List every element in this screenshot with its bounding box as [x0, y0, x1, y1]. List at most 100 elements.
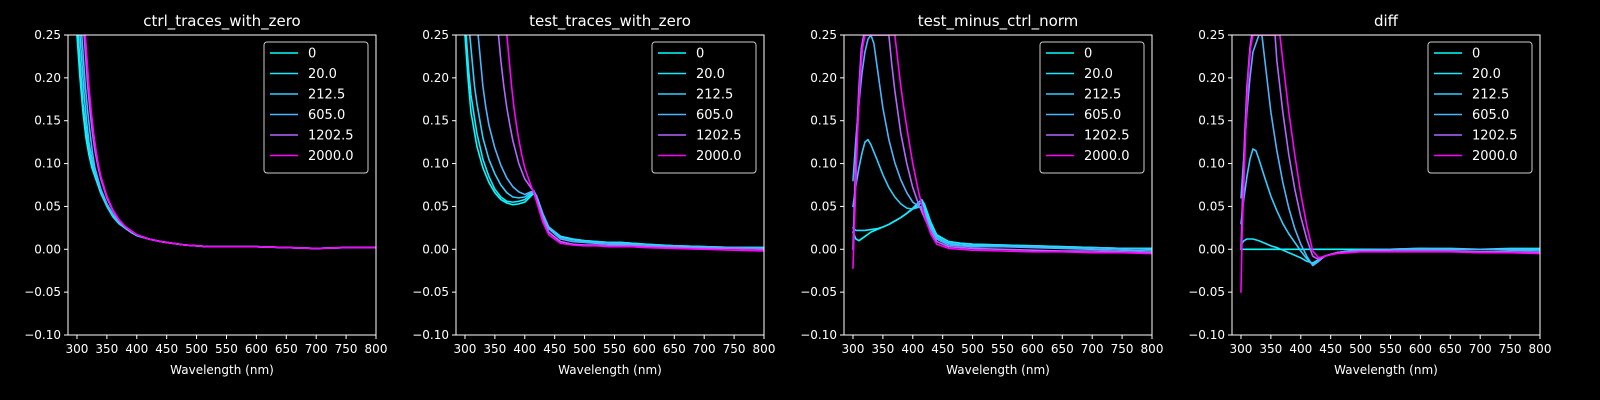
legend-entry: 1202.5 [696, 129, 742, 144]
legend-box [263, 41, 369, 174]
x-tick-label: 800 [365, 342, 388, 356]
x-axis-label: Wavelength (nm) [558, 363, 662, 377]
x-tick-label: 500 [185, 342, 208, 356]
legend: 0 20.0 212.5 605.0 1202.5 2000.0 [1427, 41, 1533, 174]
series-group [852, 35, 1152, 269]
y-tick-label: 0.00 [34, 242, 61, 256]
x-tick-label: 350 [1259, 342, 1282, 356]
x-tick-label: 450 [931, 342, 954, 356]
y-tick-label: −0.05 [1188, 285, 1225, 299]
y-tick-label: 0.05 [34, 199, 61, 213]
y-tick-label: 0.05 [810, 199, 837, 213]
chart-title: diff [1374, 12, 1399, 30]
legend-entry: 20.0 [696, 67, 725, 82]
x-tick-label: 400 [513, 342, 536, 356]
legend-entry: 1202.5 [1472, 129, 1518, 144]
y-tick-label: −0.05 [24, 285, 61, 299]
x-tick-label: 650 [1439, 342, 1462, 356]
y-tick-label: −0.10 [800, 328, 837, 342]
y-tick-label: 0.25 [422, 28, 449, 42]
series-line-5 [852, 35, 1152, 254]
y-tick-label: −0.05 [412, 285, 449, 299]
legend-entry: 20.0 [1472, 67, 1501, 82]
x-tick-label: 300 [1230, 342, 1253, 356]
axes-frame [67, 34, 377, 336]
series-line-4 [852, 35, 1152, 252]
legend-entry: 605.0 [1472, 108, 1509, 123]
x-tick-label: 450 [543, 342, 566, 356]
legend-entry: 605.0 [1084, 108, 1121, 123]
legend-entry: 212.5 [696, 88, 733, 103]
x-axis-label: Wavelength (nm) [170, 363, 274, 377]
y-tick-label: 0.20 [1198, 71, 1225, 85]
y-tick-label: 0.15 [422, 114, 449, 128]
legend-box [651, 41, 757, 174]
x-tick-label: 450 [1319, 342, 1342, 356]
legend-entry: 605.0 [696, 108, 733, 123]
x-tick-label: 700 [1081, 342, 1104, 356]
x-tick-label: 800 [1141, 342, 1164, 356]
legend-box [1039, 41, 1145, 174]
legend-entry: 212.5 [1084, 88, 1121, 103]
legend-entry: 1202.5 [308, 129, 354, 144]
chart-panel-2: 300 350 400 450 500 550 600 650 700 750 800 −0.10 −0… [412, 12, 775, 377]
x-tick-label: 300 [842, 342, 865, 356]
y-tick-label: 0.10 [422, 157, 449, 171]
y-tick-label: 0.00 [422, 242, 449, 256]
x-tick-label: 350 [871, 342, 894, 356]
axes-frame [843, 34, 1153, 336]
legend-entry: 212.5 [308, 88, 345, 103]
legend-entry: 2000.0 [1472, 149, 1518, 164]
y-tick-label: 0.05 [422, 199, 449, 213]
x-tick-label: 600 [633, 342, 656, 356]
chart-panel-4: 300 350 400 450 500 550 600 650 700 750 800 −0.10 −0… [1188, 12, 1551, 377]
x-tick-label: 700 [305, 342, 328, 356]
x-tick-label: 500 [573, 342, 596, 356]
series-group [1240, 35, 1540, 293]
x-tick-label: 400 [901, 342, 924, 356]
legend-box [1427, 41, 1533, 174]
series-line-4 [477, 35, 764, 250]
x-tick-label: 300 [454, 342, 477, 356]
y-tick-label: 0.25 [810, 28, 837, 42]
x-tick-label: 750 [1111, 342, 1134, 356]
y-tick-label: 0.05 [1198, 199, 1225, 213]
x-tick-label: 800 [753, 342, 776, 356]
x-tick-label: 350 [95, 342, 118, 356]
series-line-6 [506, 35, 764, 252]
x-tick-label: 450 [155, 342, 178, 356]
x-tick-label: 650 [663, 342, 686, 356]
x-tick-label: 750 [1499, 342, 1522, 356]
legend-entry: 0 [1472, 47, 1480, 62]
x-tick-label: 500 [1349, 342, 1372, 356]
y-tick-label: −0.10 [24, 328, 61, 342]
x-tick-label: 500 [961, 342, 984, 356]
x-tick-label: 600 [1409, 342, 1432, 356]
x-tick-label: 750 [723, 342, 746, 356]
x-tick-label: 650 [275, 342, 298, 356]
legend-entry: 0 [696, 47, 704, 62]
x-tick-label: 550 [215, 342, 238, 356]
series-line-6 [84, 35, 376, 250]
legend: 0 20.0 212.5 605.0 1202.5 2000.0 [1039, 41, 1145, 174]
y-tick-label: 0.20 [34, 71, 61, 85]
legend-entry: 2000.0 [1084, 149, 1130, 164]
x-tick-label: 300 [66, 342, 89, 356]
y-tick-label: −0.10 [412, 328, 449, 342]
chart-panel-1: 300 350 400 450 500 550 600 650 700 750 800 −0.10 −0… [24, 12, 387, 377]
y-tick-label: 0.00 [810, 242, 837, 256]
series-group [464, 35, 764, 252]
series-line-5 [497, 35, 764, 251]
y-tick-label: −0.05 [800, 285, 837, 299]
y-tick-label: 0.25 [1198, 28, 1225, 42]
y-tick-label: 0.15 [810, 114, 837, 128]
series-group [76, 35, 376, 250]
y-tick-label: −0.10 [1188, 328, 1225, 342]
y-tick-label: 0.20 [810, 71, 837, 85]
legend-entry: 605.0 [308, 108, 345, 123]
series-line-3 [852, 138, 1152, 251]
legend-entry: 20.0 [308, 67, 337, 82]
x-tick-label: 650 [1051, 342, 1074, 356]
y-tick-label: 0.10 [34, 157, 61, 171]
